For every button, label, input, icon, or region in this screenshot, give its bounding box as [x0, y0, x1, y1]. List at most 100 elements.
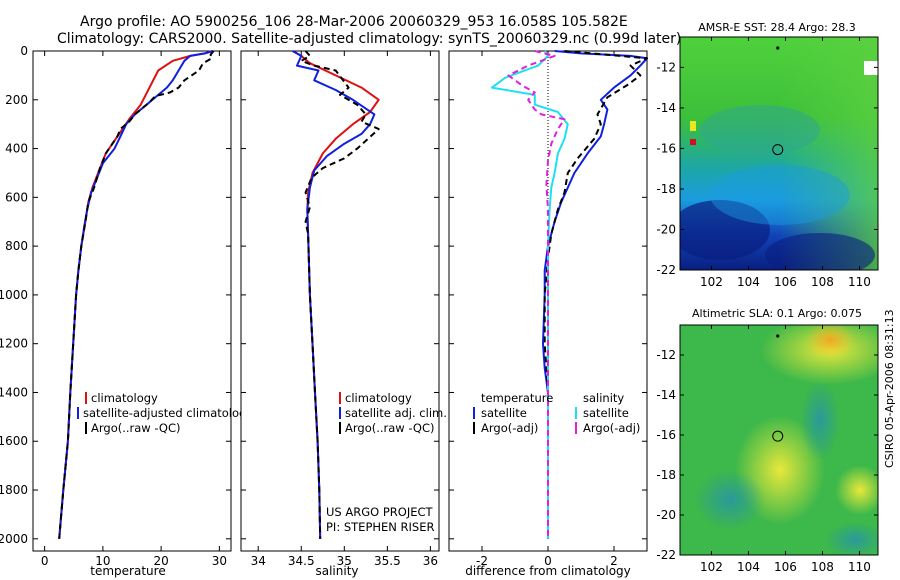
- temperature-x-axis: 0 10 20 30: [33, 50, 231, 568]
- sla-map-frame: [679, 324, 879, 556]
- map-x-tick-label: 106: [774, 560, 797, 574]
- legend-label-climatology: climatology: [91, 391, 158, 405]
- sst-missing-cell: [864, 61, 878, 75]
- sst-cold-pool-south: [765, 233, 875, 270]
- map-y-tick-label: -16: [656, 428, 676, 442]
- legend-header-salinity: salinity: [583, 391, 624, 405]
- y-tick-label: 1400: [0, 385, 28, 399]
- temperature-axes-frame: [32, 50, 232, 552]
- map-y-tick-label: -12: [656, 348, 676, 362]
- map-x-tick-label: 104: [737, 560, 760, 574]
- y-tick-label: 400: [5, 142, 28, 156]
- x-tick-label: 30: [212, 554, 227, 568]
- temperature-axis-label: temperature: [90, 564, 165, 578]
- argo-float-location-marker: [772, 144, 784, 156]
- sla-low-center: [800, 380, 840, 460]
- y-tick-label: 1200: [0, 337, 28, 351]
- legend-label-argo: Argo(..raw -QC): [91, 421, 181, 435]
- difference-series: [490, 50, 648, 539]
- x-tick-label: 10: [95, 554, 110, 568]
- difference-x-axis: -2 0 2: [449, 50, 647, 568]
- side-timestamp: CSIRO 05-Apr-2006 08:31:13: [883, 309, 896, 468]
- sla-peak: [805, 325, 855, 358]
- sst-map-title: AMSR-E SST: 28.4 Argo: 28.3: [698, 21, 856, 34]
- salinity-axes-frame: [240, 50, 440, 552]
- map-y-tick-label: -20: [656, 222, 676, 236]
- header-subtitle: Climatology: CARS2000. Satellite-adjuste…: [57, 31, 681, 47]
- temperature-series: [58, 50, 215, 539]
- x-tick-label: 35: [337, 554, 352, 568]
- map-y-tick-label: -18: [656, 468, 676, 482]
- map-y-tick-label: -22: [656, 263, 676, 277]
- legend-label-sal-argo: Argo(-adj): [583, 421, 640, 435]
- map-y-tick-label: -16: [656, 141, 676, 155]
- sst-warm-cell: [690, 121, 696, 131]
- sst-map-frame: [679, 36, 879, 271]
- map-y-tick-label: -14: [656, 101, 676, 115]
- map-y-tick-label: -20: [656, 508, 676, 522]
- map-y-tick-label: -22: [656, 548, 676, 562]
- map-x-tick-label: 106: [774, 275, 797, 289]
- sst-mid-band: [700, 105, 820, 155]
- y-tick-label: 1600: [0, 434, 28, 448]
- argo-float-location-marker: [772, 430, 784, 442]
- map-x-tick-label: 110: [848, 275, 871, 289]
- sla-map-axes: 102 104 106 108 110 -12 -14 -16 -18 -20 -22: [656, 325, 878, 574]
- difference-panel: -2 0 2 difference from climatology tempera…: [448, 50, 648, 578]
- project-annotation: US ARGO PROJECT: [326, 505, 434, 519]
- series-line-argo-raw-qc-: [300, 50, 380, 539]
- map-x-tick-label: 110: [848, 560, 871, 574]
- sla-map-panel: Altimetric SLA: 0.1 Argo: 0.075 102 104 10…: [656, 307, 879, 574]
- y-tick-label: 2000: [0, 532, 28, 546]
- legend-label-satellite: satellite adj. clim.: [345, 406, 447, 420]
- sla-low-southwest: [695, 470, 765, 530]
- salinity-x-axis: 34 34.5 35 35.5 36: [241, 50, 439, 568]
- y-tick-label: 1800: [0, 483, 28, 497]
- sst-heatmap: [680, 37, 878, 270]
- x-tick-label: 34: [251, 554, 266, 568]
- x-tick-label: 34.5: [288, 554, 315, 568]
- salinity-legend: climatology satellite adj. clim. Argo(..…: [339, 391, 447, 435]
- x-tick-label: 35.5: [374, 554, 401, 568]
- sla-map-title: Altimetric SLA: 0.1 Argo: 0.075: [692, 307, 862, 320]
- map-x-tick-label: 102: [700, 275, 723, 289]
- map-x-tick-label: 108: [811, 275, 834, 289]
- legend-header-temperature: temperature: [481, 391, 553, 405]
- sla-high-southeast: [835, 465, 878, 515]
- x-tick-label: -2: [476, 554, 488, 568]
- map-y-tick-label: -12: [656, 60, 676, 74]
- map-x-tick-label: 102: [700, 560, 723, 574]
- map-x-tick-label: 104: [737, 275, 760, 289]
- x-tick-label: 2: [610, 554, 618, 568]
- y-tick-label: 800: [5, 239, 28, 253]
- x-tick-label: 36: [423, 554, 438, 568]
- pi-annotation: PI: STEPHEN RISER: [326, 520, 435, 534]
- map-y-tick-label: -14: [656, 388, 676, 402]
- legend-label-satellite: satellite-adjusted climatology: [83, 406, 253, 420]
- sst-cold-pool-west: [680, 200, 770, 260]
- salinity-panel: 34 34.5 35 35.5 36 salinity climatology sate…: [240, 50, 447, 578]
- depth-axis: 0 200 400 600 800 1000 1200 1400 1600 1800 2000: [0, 44, 28, 546]
- sst-hot-cell: [690, 139, 696, 145]
- legend-label-climatology: climatology: [345, 391, 412, 405]
- legend-label-sal-satellite: satellite: [583, 406, 629, 420]
- map-x-tick-label: 108: [811, 560, 834, 574]
- y-tick-label: 1000: [0, 288, 28, 302]
- x-tick-label: 20: [153, 554, 168, 568]
- legend-label-temp-argo: Argo(-adj): [481, 421, 538, 435]
- salinity-series: [292, 50, 380, 539]
- sst-map-axes: 102 104 106 108 110 -12 -14 -16 -18 -20 -22: [656, 37, 878, 289]
- series-line-temperature-argo-adj-: [543, 50, 648, 539]
- map-top-marker-dot: [776, 334, 780, 338]
- map-y-tick-label: -18: [656, 182, 676, 196]
- difference-axis-label: difference from climatology: [465, 564, 631, 578]
- sla-low-south: [825, 522, 878, 555]
- y-tick-label: 0: [20, 44, 28, 58]
- difference-legend: temperature salinity satellite Argo(-adj…: [473, 391, 640, 435]
- y-tick-label: 600: [5, 190, 28, 204]
- legend-label-argo: Argo(..raw -QC): [345, 421, 435, 435]
- temperature-panel: 0 200 400 600 800 1000 1200 1400 1600 1800 2000 0 1…: [0, 44, 253, 578]
- x-tick-label: 0: [544, 554, 552, 568]
- x-tick-label: 0: [41, 554, 49, 568]
